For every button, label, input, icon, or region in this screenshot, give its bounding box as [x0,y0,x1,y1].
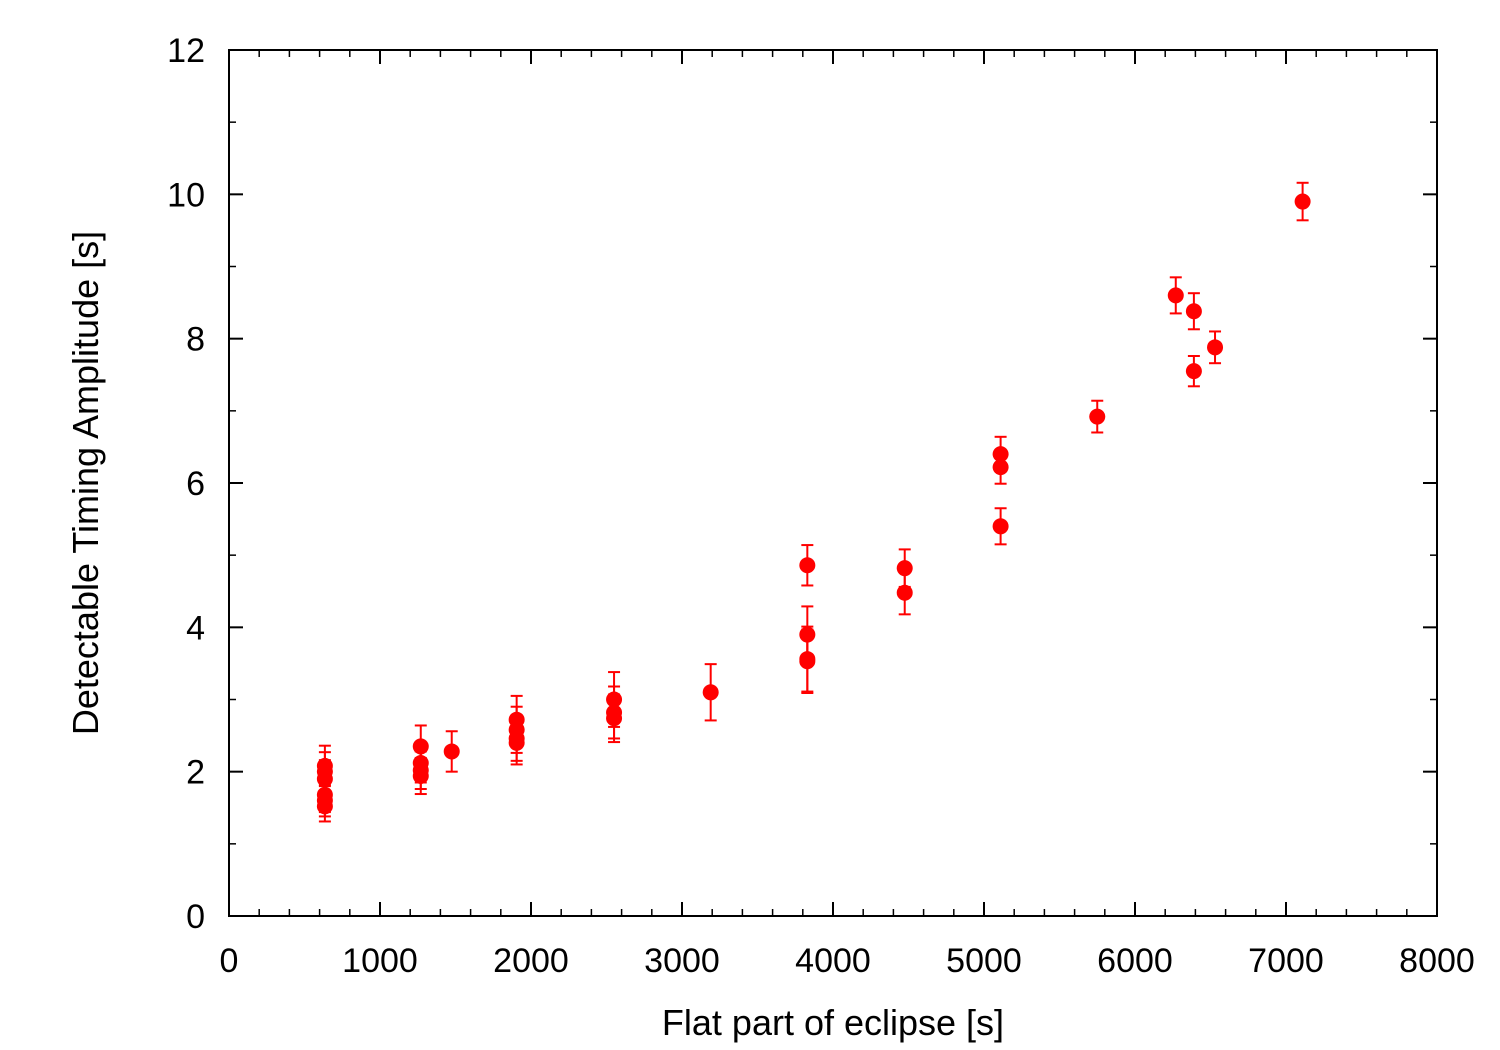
data-point [1089,408,1106,425]
data-point [896,584,913,601]
x-tick-label: 3000 [644,942,720,980]
x-tick-label: 7000 [1248,942,1324,980]
data-point [1294,193,1311,210]
data-point [316,798,333,815]
data-point [606,691,623,708]
x-tick-label: 8000 [1399,942,1475,980]
data-point [412,738,429,755]
data-point [992,459,1009,476]
y-tick-label: 6 [186,465,205,503]
y-tick-label: 8 [186,321,205,359]
x-tick-label: 0 [220,942,239,980]
data-point [992,446,1009,463]
y-axis-label: Detectable Timing Amplitude [s] [65,231,106,735]
y-tick-label: 0 [186,898,205,936]
x-tick-label: 2000 [493,942,569,980]
x-tick-label: 5000 [946,942,1022,980]
x-tick-label: 6000 [1097,942,1173,980]
ticks-layer [228,49,1438,917]
data-point [702,684,719,701]
points-layer [316,193,1311,815]
x-tick-labels: 0 1000 2000 3000 4000 5000 6000 7000 8000 [220,942,1475,980]
y-tick-labels: 0 2 4 6 8 10 12 [167,32,205,936]
errorbars-layer [318,181,1309,823]
x-tick-label: 4000 [795,942,871,980]
data-point [799,557,816,574]
y-tick-label: 2 [186,754,205,792]
data-point [1185,303,1202,320]
y-tick-label: 10 [167,176,205,214]
data-point [992,518,1009,535]
data-point [1167,287,1184,304]
data-point [1185,363,1202,380]
data-point [896,560,913,577]
plot-frame [228,49,1438,917]
x-tick-label: 1000 [342,942,418,980]
data-point [606,710,623,727]
x-axis-label: Flat part of eclipse [s] [662,1002,1004,1043]
data-point [508,734,525,751]
data-point [799,626,816,643]
data-point [1207,339,1224,356]
data-point [443,743,460,760]
data-point [799,653,816,670]
y-tick-label: 4 [186,609,205,647]
y-tick-label: 12 [167,32,205,70]
data-point [316,770,333,787]
data-point [412,767,429,784]
